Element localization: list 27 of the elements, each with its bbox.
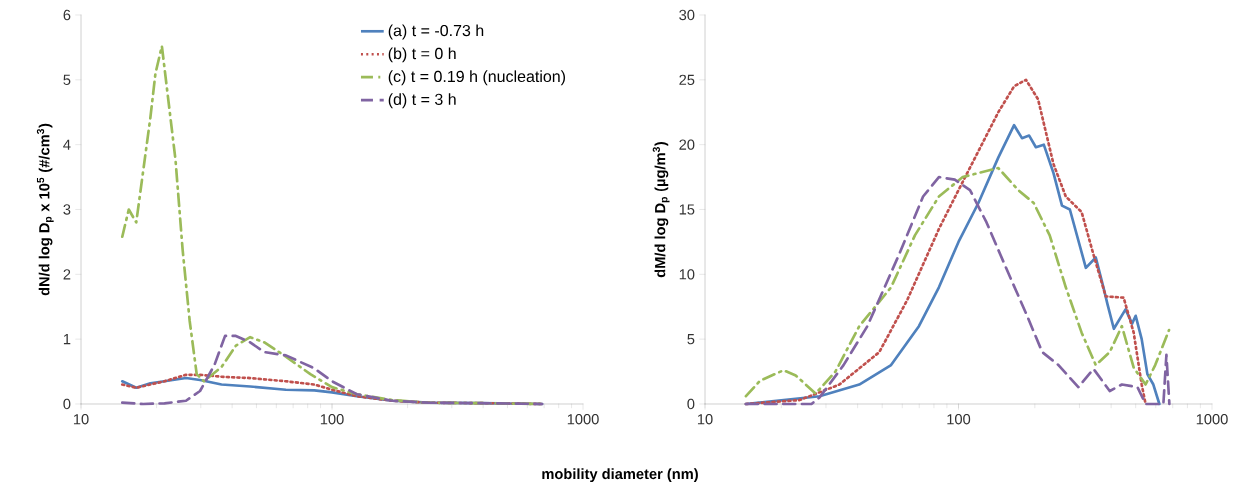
x-tick-label: 1000	[1196, 414, 1228, 425]
y-tick-label: 3	[63, 204, 71, 215]
x-tick-label: 1000	[567, 414, 599, 425]
y-tick-label: 5	[63, 74, 71, 85]
legend-label: (c) t = 0.19 h (nucleation)	[388, 70, 566, 86]
y-tick-label: 4	[63, 139, 71, 150]
y-tick-label: 20	[679, 139, 695, 150]
y-tick-label: 0	[687, 398, 695, 410]
legend-label: (b) t = 0 h	[388, 47, 456, 63]
x-tick-label: 100	[320, 414, 344, 425]
x-tick-label: 10	[697, 414, 713, 425]
y-tick-label: 0	[63, 398, 71, 410]
y-tick-label: 25	[679, 74, 695, 86]
x-tick-label: 10	[73, 414, 89, 425]
y-tick-label: 15	[679, 204, 695, 215]
y-tick-label: 2	[63, 269, 71, 280]
y-tick-label: 6	[63, 9, 71, 21]
legend-label: (d) t = 3 h	[388, 93, 456, 109]
text: dM/d log D$_{p}$ (µg/m$^{3}$)	[652, 141, 670, 278]
x-tick-label: 100	[947, 414, 971, 425]
y-tick-label: 30	[679, 9, 695, 21]
text: dN/d log D$_{p}$ x 10$^{5}$ (#/cm$^{3}$)	[36, 123, 54, 296]
y-tick-label: 5	[687, 334, 695, 345]
y-tick-label: 1	[63, 334, 71, 345]
legend-label: (a) t = -0.73 h	[388, 24, 484, 40]
x-axis-title: mobility diameter (nm)	[542, 468, 698, 483]
y-tick-label: 10	[679, 269, 695, 280]
